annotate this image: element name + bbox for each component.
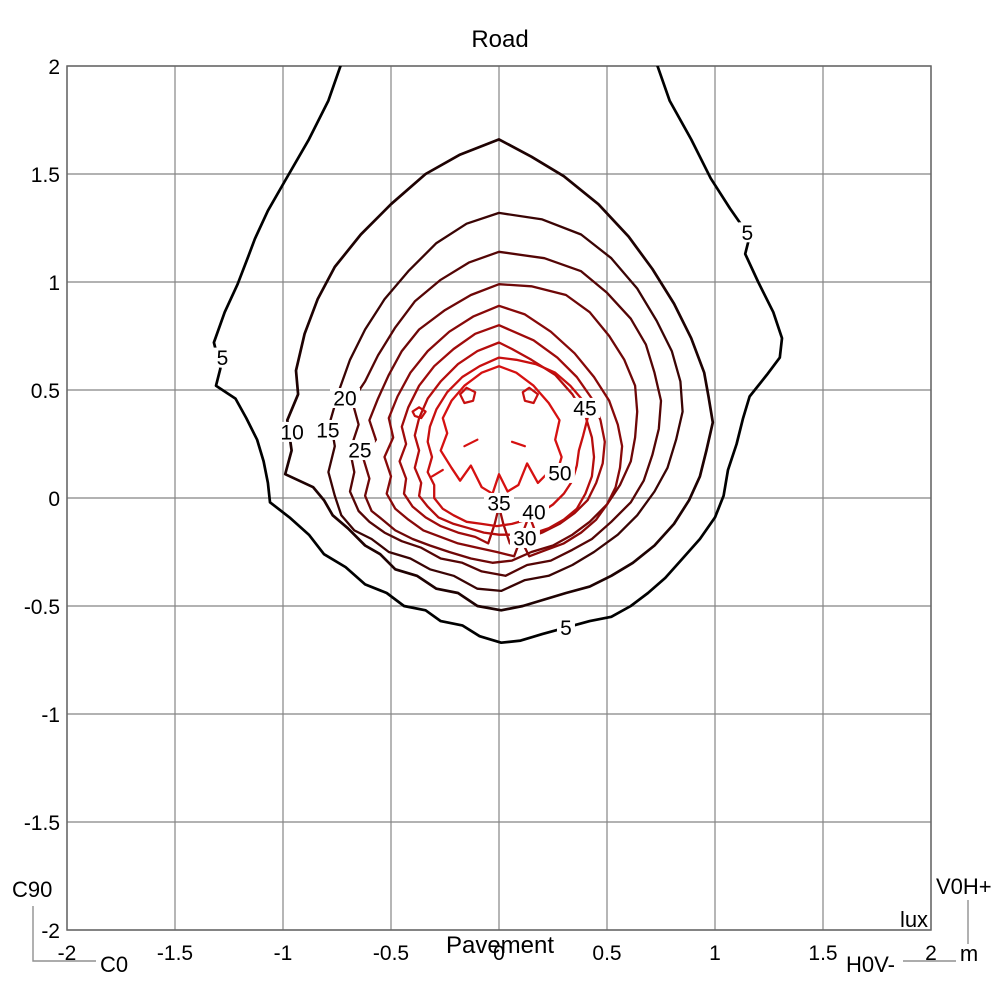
contour-dash xyxy=(430,468,444,478)
x-tick-label: 2 xyxy=(925,942,937,965)
contour-label-5-lux: 5 xyxy=(742,222,754,245)
c-plane-bracket: C90 C0 xyxy=(12,877,128,977)
contour-label-10-lux: 10 xyxy=(280,421,303,444)
bottom-plane-label: Pavement xyxy=(446,932,554,959)
contour-line-10-lux xyxy=(283,138,715,612)
contour-lines xyxy=(212,66,784,645)
chart-title: Road xyxy=(471,26,528,53)
contour-label-20-lux: 20 xyxy=(333,387,356,410)
x-tick-label: -0.5 xyxy=(373,942,409,965)
y-tick-label: 0.5 xyxy=(31,380,60,403)
contour-label-30-lux: 30 xyxy=(513,527,536,550)
c-plane-bracket-line xyxy=(32,906,96,962)
contour-line-40-lux xyxy=(413,341,596,536)
y-tick-label: 1.5 xyxy=(31,164,60,187)
contour-label-gap xyxy=(312,419,343,440)
x-tick-label: 0.5 xyxy=(592,942,621,965)
contour-label-gap xyxy=(738,222,757,243)
meters-unit-label: m xyxy=(960,941,978,966)
contour-label-40-lux: 40 xyxy=(522,502,545,525)
contour-line-30-lux xyxy=(383,304,624,558)
c90-label: C90 xyxy=(12,877,52,902)
contour-island xyxy=(459,386,477,405)
lux-unit-label: lux xyxy=(900,907,928,932)
y-tick-label: 2 xyxy=(48,56,60,79)
vh-plane-bracket: V0H+ H0V- m xyxy=(846,874,992,977)
plot-border xyxy=(66,65,932,931)
contour-island xyxy=(411,406,427,420)
x-tick-label: 1.5 xyxy=(808,942,837,965)
y-tick-label: -0.5 xyxy=(24,596,60,619)
contour-label-5-lux: 5 xyxy=(217,347,229,370)
y-tick-label: -1 xyxy=(41,704,60,727)
contour-line-15-lux xyxy=(327,211,684,593)
contour-label-gap xyxy=(556,617,575,638)
contour-label-gap xyxy=(329,387,360,408)
contour-line-35-lux xyxy=(398,324,606,545)
axis-tick-labels: -2 -1.5 -1 -0.5 0 0.5 1 1.5 2 2 1.5 1 0.5 0 -0.5 -1 -1.5… xyxy=(24,56,937,965)
y-tick-label: 0 xyxy=(48,488,60,511)
contour-label-50-lux: 50 xyxy=(548,462,571,485)
contour-dash xyxy=(463,438,479,448)
x-tick-label: -1 xyxy=(274,942,293,965)
contour-label-35-lux: 35 xyxy=(487,492,510,515)
v0h-plus-label: V0H+ xyxy=(936,874,992,899)
x-tick-label: -1.5 xyxy=(157,942,193,965)
contour-label-5-lux: 5 xyxy=(560,617,572,640)
contour-label-gap xyxy=(544,462,575,483)
x-tick-label: -2 xyxy=(58,942,77,965)
contour-label-25-lux: 25 xyxy=(348,440,371,463)
y-tick-label: -2 xyxy=(41,920,60,943)
contour-label-gap xyxy=(213,347,232,368)
y-tick-label: 1 xyxy=(48,272,60,295)
x-tick-label: 0 xyxy=(493,942,505,965)
contour-label-gap xyxy=(509,527,540,548)
contour-label-45-lux: 45 xyxy=(573,397,596,420)
contour-label-15-lux: 15 xyxy=(316,419,339,442)
contour-line-20-lux xyxy=(348,250,663,577)
c0-label: C0 xyxy=(100,952,128,977)
x-tick-label: 1 xyxy=(709,942,721,965)
contour-label-gap xyxy=(518,502,549,523)
y-tick-label: -1.5 xyxy=(24,812,60,835)
contour-label-gap xyxy=(569,397,600,418)
contour-island xyxy=(521,386,539,405)
h0v-minus-label: H0V- xyxy=(846,952,895,977)
contour-label-gap xyxy=(484,492,514,513)
contour-label-gap xyxy=(344,440,375,461)
contour-line-50-lux xyxy=(439,365,563,495)
contour-dash xyxy=(510,440,526,448)
contour-line-25-lux xyxy=(361,283,639,564)
contour-label-gap xyxy=(277,421,308,442)
